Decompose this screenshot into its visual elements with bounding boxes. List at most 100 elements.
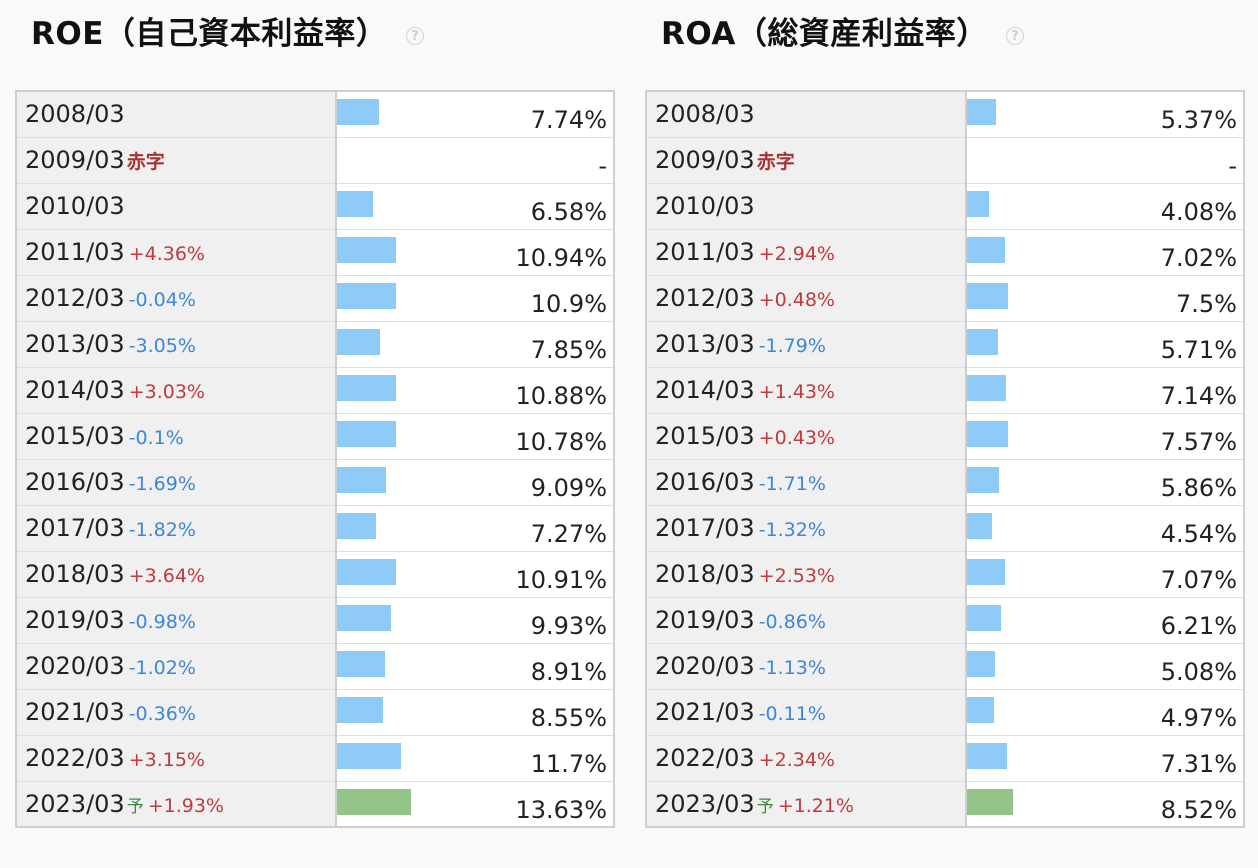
value-cell: 6.21% [965,596,1245,644]
period-cell: 2019/03 -0.98% [15,596,337,644]
table-row: 2019/03 -0.86% 6.21% [645,596,1245,644]
ratio-value: 10.91% [515,565,607,594]
value-bar [337,190,373,217]
ratio-value: - [1228,151,1237,180]
change-value: +0.43% [758,427,835,449]
table-row: 2017/03 -1.82% 7.27% [15,504,615,552]
value-bar [337,604,391,631]
change-value: -0.11% [758,703,826,725]
ratio-value: 10.88% [515,381,607,410]
forecast-tag: 予 [126,796,144,817]
change-value: -0.1% [128,427,184,449]
table-row: 2012/03 -0.04% 10.9% [15,274,615,322]
question-circle-icon[interactable]: ? [1006,27,1024,45]
ratio-value: 9.09% [530,473,607,502]
value-cell: 8.52% [965,780,1245,828]
value-cell: 6.58% [335,182,615,230]
table-row: 2016/03 -1.71% 5.86% [645,458,1245,506]
period-cell: 2023/03 予 +1.21% [645,780,967,828]
table-row: 2020/03 -1.02% 8.91% [15,642,615,690]
value-cell: 13.63% [335,780,615,828]
change-value: +2.53% [758,565,835,587]
value-cell: 7.14% [965,366,1245,414]
value-bar [967,650,995,677]
table-row: 2017/03 -1.32% 4.54% [645,504,1245,552]
value-bar [337,374,396,401]
table-row: 2010/03 4.08% [645,182,1245,230]
period-cell: 2009/03 赤字 [645,136,967,184]
value-bar [337,282,396,309]
value-cell: 9.93% [335,596,615,644]
value-bar [967,742,1007,769]
value-bar [337,99,379,125]
period-label: 2015/03 [655,422,755,450]
ratio-value: 7.31% [1160,749,1237,778]
value-bar [967,604,1001,631]
value-bar [967,236,1005,263]
forecast-bar [967,788,1013,815]
period-cell: 2017/03 -1.82% [15,504,337,552]
change-value: -3.05% [128,335,196,357]
table-row: 2014/03 +1.43% 7.14% [645,366,1245,414]
ratio-value: 10.9% [530,289,607,318]
value-cell: - [965,136,1245,184]
table-row: 2021/03 -0.36% 8.55% [15,688,615,736]
ratio-value: 7.27% [530,519,607,548]
ratio-value: - [598,151,607,180]
table-row: 2015/03 -0.1% 10.78% [15,412,615,460]
period-label: 2008/03 [25,100,125,129]
period-cell: 2010/03 [645,182,967,230]
value-cell: 7.85% [335,320,615,368]
table-row: 2022/03 +3.15% 11.7% [15,734,615,782]
period-cell: 2012/03 +0.48% [645,274,967,322]
table-row: 2023/03 予 +1.21% 8.52% [645,780,1245,828]
table-row: 2011/03 +4.36% 10.94% [15,228,615,276]
value-cell: 10.88% [335,366,615,414]
table-row: 2023/03 予 +1.93% 13.63% [15,780,615,828]
value-bar [967,512,992,539]
value-bar [967,558,1005,585]
change-value: -0.36% [128,703,196,725]
value-bar [967,696,994,723]
ratio-value: 10.94% [515,243,607,272]
period-cell: 2008/03 [645,90,967,138]
value-cell: 10.94% [335,228,615,276]
value-cell: 7.07% [965,550,1245,598]
period-label: 2013/03 [655,330,755,358]
change-value: +1.21% [777,794,854,817]
question-circle-icon[interactable]: ? [406,27,424,45]
table-row: 2009/03 赤字 - [15,136,615,184]
period-cell: 2016/03 -1.69% [15,458,337,506]
deficit-tag: 赤字 [756,151,795,173]
table-row: 2008/03 7.74% [15,90,615,138]
change-value: -1.69% [128,473,196,495]
ratio-value: 5.37% [1160,106,1237,134]
ratio-value: 7.07% [1160,565,1237,594]
ratio-value: 7.57% [1160,427,1237,456]
period-cell: 2015/03 -0.1% [15,412,337,460]
table-row: 2008/03 5.37% [645,90,1245,138]
forecast-tag: 予 [756,796,774,817]
ratio-value: 6.58% [530,197,607,226]
ratio-value: 5.08% [1160,657,1237,686]
change-value: +3.03% [128,381,205,403]
ratio-value: 4.54% [1160,519,1237,548]
value-bar [337,512,376,539]
period-label: 2017/03 [655,514,755,542]
period-label: 2014/03 [655,376,755,404]
change-value: -0.98% [128,611,196,633]
period-label: 2012/03 [655,284,755,312]
value-cell: 7.02% [965,228,1245,276]
table-row: 2018/03 +3.64% 10.91% [15,550,615,598]
roe-table: 2008/03 7.74% 2009/03 赤字 -2010/03 6.58% 2011/0… [15,90,615,828]
ratio-value: 7.14% [1160,381,1237,410]
period-label: 2021/03 [655,698,755,726]
value-cell: 10.9% [335,274,615,322]
period-cell: 2022/03 +3.15% [15,734,337,782]
period-cell: 2015/03 +0.43% [645,412,967,460]
ratio-value: 8.91% [530,657,607,686]
period-cell: 2020/03 -1.02% [15,642,337,690]
value-cell: 8.91% [335,642,615,690]
period-label: 2008/03 [655,100,755,129]
period-label: 2022/03 [25,744,125,772]
